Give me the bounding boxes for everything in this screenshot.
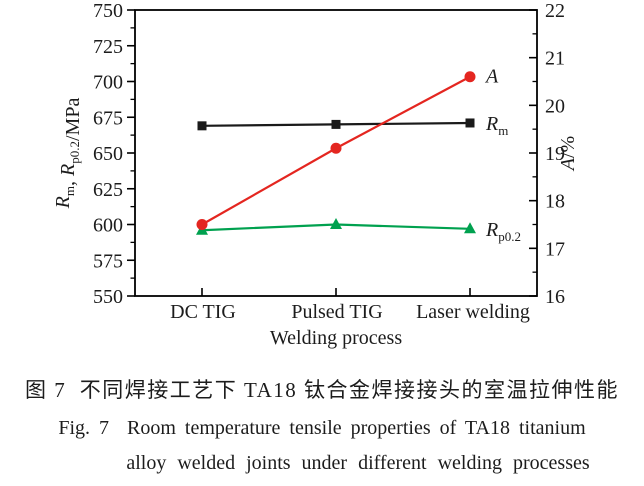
right-axis-tick-label: 21 bbox=[545, 48, 565, 70]
left-axis-tick-label: 550 bbox=[93, 286, 123, 308]
left-axis-tick-label: 750 bbox=[93, 0, 123, 22]
marker-square-R_m bbox=[465, 118, 475, 128]
left-axis-tick-label: 700 bbox=[93, 72, 123, 94]
marker-square-R_m bbox=[331, 119, 341, 129]
marker-circle-A bbox=[330, 142, 342, 154]
chart-canvas: 550 575 600 625 650 675 700 725 750 16 17 18 19 20 21 2… bbox=[52, 0, 579, 349]
right-axis-title: A/% bbox=[557, 136, 579, 172]
left-axis-tick-label: 725 bbox=[93, 36, 123, 58]
x-axis-title: Welding process bbox=[270, 327, 402, 349]
marker-triangle-R_p0.2 bbox=[464, 222, 476, 234]
series-label-A: A bbox=[484, 66, 499, 88]
series-label-R_p0.2: Rp0.2 bbox=[485, 219, 521, 244]
marker-circle-A bbox=[464, 71, 476, 83]
right-axis-tick-label: 16 bbox=[545, 286, 565, 308]
x-category-label: Pulsed TIG bbox=[291, 301, 382, 323]
right-axis-tick-label: 20 bbox=[545, 95, 565, 117]
caption-english-line2: alloy welded joints under different weld… bbox=[126, 452, 590, 474]
marker-triangle-R_p0.2 bbox=[330, 218, 342, 229]
right-axis-tick-label: 17 bbox=[545, 238, 565, 260]
right-axis-tick-label: 19 bbox=[545, 143, 565, 165]
left-axis-tick-label: 675 bbox=[93, 107, 123, 129]
left-axis-tick-label: 650 bbox=[93, 143, 123, 165]
x-category-label: DC TIG bbox=[170, 301, 236, 323]
left-axis-tick-label: 625 bbox=[93, 179, 123, 201]
left-axis-title: Rm, Rp0.2/MPa bbox=[52, 98, 84, 210]
caption-english-line1: Fig. 7 Room temperature tensile properti… bbox=[58, 417, 586, 439]
right-axis-tick-label: 18 bbox=[545, 191, 565, 213]
right-axis-tick-label: 22 bbox=[545, 0, 565, 22]
x-category-label: Laser welding bbox=[416, 301, 530, 323]
series-label-R_m: Rm bbox=[485, 113, 508, 138]
marker-square-R_m bbox=[197, 121, 207, 131]
left-axis-tick-label: 600 bbox=[93, 215, 123, 237]
marker-circle-A bbox=[196, 219, 208, 230]
caption-chinese: 图 7 不同焊接工艺下 TA18 钛合金焊接接头的室温拉伸性能 bbox=[24, 378, 620, 402]
tensile-properties-chart: 550 575 600 625 650 675 700 725 750 16 17 18 19 20 21 2… bbox=[52, 0, 579, 349]
left-axis-tick-label: 575 bbox=[93, 250, 123, 272]
